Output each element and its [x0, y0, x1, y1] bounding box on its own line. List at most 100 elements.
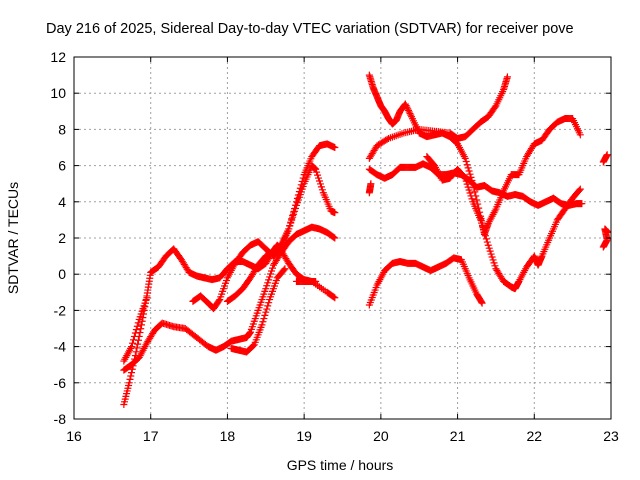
data-point [263, 305, 271, 313]
data-point [315, 177, 323, 185]
series-track-9 [365, 160, 586, 209]
data-point [603, 151, 611, 159]
data-point [331, 144, 339, 151]
y-axis-label: SDTVAR / TECUs [5, 182, 21, 294]
data-point [128, 343, 136, 351]
x-tick-label: 22 [526, 428, 542, 444]
data-point [268, 267, 276, 275]
grid [74, 57, 611, 419]
data-point [129, 336, 137, 344]
data-point [312, 165, 320, 173]
data-point [126, 375, 134, 383]
data-point [314, 171, 322, 179]
data-point [132, 348, 140, 356]
data-point [287, 218, 295, 226]
series-track-14 [599, 151, 611, 166]
data-point [297, 181, 305, 189]
data-point [461, 174, 469, 182]
data-point [280, 266, 288, 274]
data-point [298, 177, 306, 185]
data-point [466, 189, 474, 197]
data-point [134, 340, 142, 348]
data-point [491, 262, 499, 270]
series-track-10 [365, 254, 486, 309]
data-point [401, 100, 409, 108]
data-point [402, 102, 410, 110]
data-point [478, 219, 486, 227]
data-point [330, 233, 338, 241]
data-point [460, 173, 468, 181]
data-point [462, 158, 470, 166]
data-point [407, 111, 415, 119]
y-tick-label: 6 [58, 158, 66, 174]
data-point [261, 311, 269, 319]
data-point [604, 229, 612, 237]
data-point [281, 265, 289, 273]
data-point [268, 264, 276, 272]
y-tick-label: 0 [58, 266, 66, 282]
data-point [479, 225, 487, 233]
data-points [120, 71, 612, 409]
data-point [463, 180, 471, 188]
y-tick-label: 4 [58, 194, 66, 210]
data-point [294, 191, 302, 199]
data-point [125, 379, 133, 387]
data-point [291, 205, 299, 213]
data-point [484, 241, 492, 249]
data-point [215, 297, 223, 305]
data-point [133, 322, 141, 330]
data-point [331, 294, 339, 302]
data-point [259, 318, 267, 326]
data-point [292, 201, 300, 209]
data-point [265, 276, 273, 284]
data-point [264, 302, 272, 310]
data-point [128, 339, 136, 347]
data-point [127, 372, 135, 380]
data-point [576, 185, 584, 193]
data-point [465, 186, 473, 194]
series-track-15 [599, 225, 612, 251]
data-point [266, 273, 274, 281]
data-point [143, 294, 151, 302]
data-point [260, 315, 268, 323]
data-point [263, 282, 271, 290]
data-point [262, 285, 270, 293]
data-point [473, 196, 481, 204]
data-point [466, 170, 474, 178]
data-point [478, 299, 486, 307]
data-point [267, 270, 275, 278]
data-point [286, 222, 294, 230]
data-point [133, 344, 141, 352]
data-point [404, 105, 412, 113]
data-point [487, 250, 495, 258]
data-point [331, 209, 339, 217]
data-point [331, 234, 339, 242]
y-tick-label: 8 [58, 121, 66, 137]
y-tick-label: -8 [54, 411, 67, 427]
data-point [481, 232, 489, 240]
data-point [293, 194, 301, 202]
data-point [467, 192, 475, 200]
data-point [463, 161, 471, 169]
data-point [575, 186, 583, 194]
data-point [313, 168, 321, 176]
data-point [285, 225, 293, 233]
data-point [489, 256, 497, 264]
data-point [295, 188, 303, 196]
data-point [483, 238, 491, 246]
data-point [471, 188, 479, 196]
x-tick-label: 21 [450, 428, 466, 444]
data-point [299, 174, 307, 182]
data-point [290, 208, 298, 216]
data-point [464, 183, 472, 191]
series-track-4 [189, 162, 339, 313]
data-point [490, 259, 498, 267]
series-track-13 [365, 180, 375, 197]
data-point [131, 329, 139, 337]
x-axis: 16 17 18 19 20 21 22 23 [66, 57, 619, 444]
y-tick-label: 2 [58, 230, 66, 246]
y-axis: -8 -6 -4 -2 0 2 4 6 8 10 12 [50, 49, 611, 427]
x-tick-label: 16 [66, 428, 82, 444]
data-point [480, 229, 488, 237]
x-axis-label: GPS time / hours [287, 457, 394, 473]
